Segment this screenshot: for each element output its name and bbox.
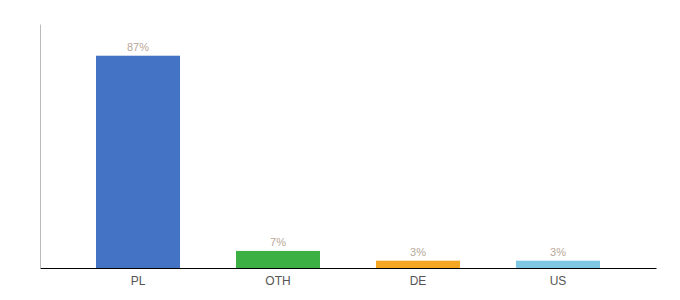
x-tick: DE <box>410 274 427 288</box>
bar <box>96 56 180 268</box>
data-label: 7% <box>270 236 286 248</box>
plot-area: 87% 7% 3% 3% PL OTH DE US <box>41 25 657 288</box>
x-tick: PL <box>131 274 146 288</box>
data-label: 87% <box>127 41 149 53</box>
chart-svg: 87% 7% 3% 3% PL OTH DE US <box>0 0 680 300</box>
x-tick-label: OTH <box>265 274 290 288</box>
data-label: 3% <box>550 246 566 258</box>
x-tick: US <box>550 274 567 288</box>
bar <box>236 251 320 268</box>
x-tick-label: PL <box>131 274 146 288</box>
bar <box>516 261 600 268</box>
data-labels: 87% 7% 3% 3% <box>127 41 566 258</box>
x-axis: PL OTH DE US <box>41 269 657 288</box>
x-tick-label: DE <box>410 274 427 288</box>
x-tick-label: US <box>550 274 567 288</box>
bar <box>376 261 460 268</box>
y-axis-line <box>40 25 41 269</box>
chart-container: 87% 7% 3% 3% PL OTH DE US <box>0 0 680 300</box>
data-label: 3% <box>410 246 426 258</box>
y-axis <box>40 25 41 269</box>
x-tick: OTH <box>265 274 290 288</box>
bars <box>96 56 600 268</box>
x-axis-line <box>41 268 657 269</box>
